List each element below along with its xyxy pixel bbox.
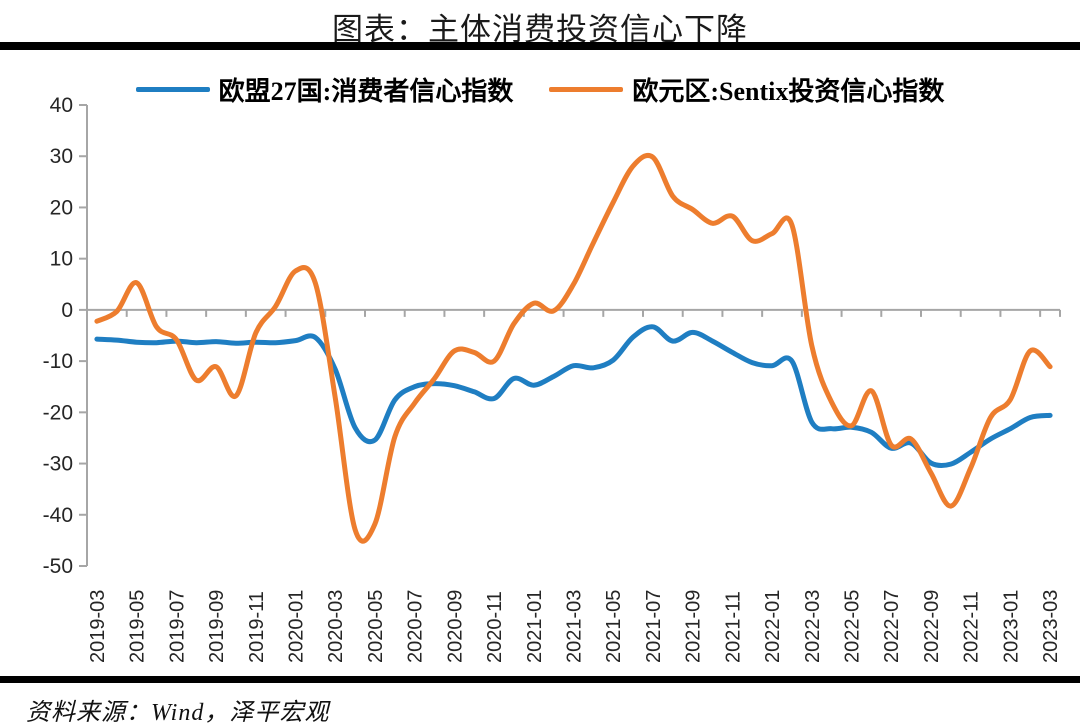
x-tick-label: 2020-11 <box>484 591 506 663</box>
y-tick-label: 40 <box>50 94 73 117</box>
x-tick-label: 2021-05 <box>603 590 625 663</box>
x-axis-ticks <box>125 309 1061 317</box>
y-axis <box>79 104 88 567</box>
y-axis-labels: 40 30 20 10 0 -10 -20 -30 -40 -50 <box>43 94 73 578</box>
legend-label-sentix: 欧元区:Sentix投资信心指数 <box>632 77 945 106</box>
x-tick-label: 2021-01 <box>524 590 546 663</box>
y-tick-label: -50 <box>43 555 73 578</box>
x-tick-label: 2019-09 <box>206 590 228 663</box>
legend-swatch-eu27-line <box>135 87 210 92</box>
series-eu27-consumer-confidence-line <box>94 324 1053 469</box>
source-note: 资料来源：Wind，泽平宏观 <box>26 700 330 723</box>
x-tick-label: 2019-05 <box>127 590 149 663</box>
x-tick-label: 2020-05 <box>365 590 387 663</box>
x-tick-label: 2022-03 <box>802 590 824 663</box>
y-tick-label: 30 <box>50 145 73 168</box>
legend: 欧盟27国:消费者信心指数 欧元区:Sentix投资信心指数 <box>0 71 1080 108</box>
x-tick-label: 2023-03 <box>1040 590 1062 663</box>
top-divider <box>0 42 1080 50</box>
legend-item-sentix: 欧元区:Sentix投资信心指数 <box>549 71 944 108</box>
x-tick-label: 2019-03 <box>87 590 109 663</box>
y-tick-label: -20 <box>43 401 73 424</box>
y-tick-label: -40 <box>43 504 73 527</box>
x-tick-label: 2022-09 <box>921 590 943 663</box>
x-tick-label: 2022-01 <box>762 590 784 663</box>
x-tick-label: 2023-01 <box>1000 590 1022 663</box>
y-tick-label: -10 <box>43 350 73 373</box>
x-tick-label: 2022-07 <box>881 590 903 663</box>
x-tick-label: 2019-11 <box>246 591 268 663</box>
x-tick-label: 2021-07 <box>643 590 665 663</box>
bottom-divider <box>0 676 1080 683</box>
x-tick-label: 2022-05 <box>842 590 864 663</box>
legend-item-eu27: 欧盟27国:消费者信心指数 <box>135 71 514 108</box>
x-tick-label: 2020-03 <box>325 590 347 663</box>
x-tick-label: 2022-11 <box>961 591 983 663</box>
y-tick-label: -30 <box>43 453 73 476</box>
x-tick-label: 2020-01 <box>286 590 308 663</box>
x-tick-label: 2021-03 <box>564 590 586 663</box>
x-tick-label: 2021-09 <box>683 590 705 663</box>
x-axis-labels: 2019-03 2019-05 2019-07 2019-09 2019-11 2020-… <box>87 590 1062 663</box>
x-tick-label: 2020-09 <box>444 590 466 663</box>
legend-swatch-sentix-line <box>549 87 624 92</box>
chart-title: 图表：主体消费投资信心下降 <box>332 12 748 47</box>
y-tick-label: 10 <box>50 248 73 271</box>
series-sentix-investor-confidence-line <box>94 152 1053 544</box>
legend-label-eu27: 欧盟27国:消费者信心指数 <box>218 77 514 106</box>
x-tick-label: 2020-07 <box>405 590 427 663</box>
y-tick-label: 0 <box>61 299 73 322</box>
x-tick-label: 2021-11 <box>722 591 744 663</box>
y-tick-label: 20 <box>50 196 73 219</box>
x-tick-label: 2019-07 <box>166 590 188 663</box>
